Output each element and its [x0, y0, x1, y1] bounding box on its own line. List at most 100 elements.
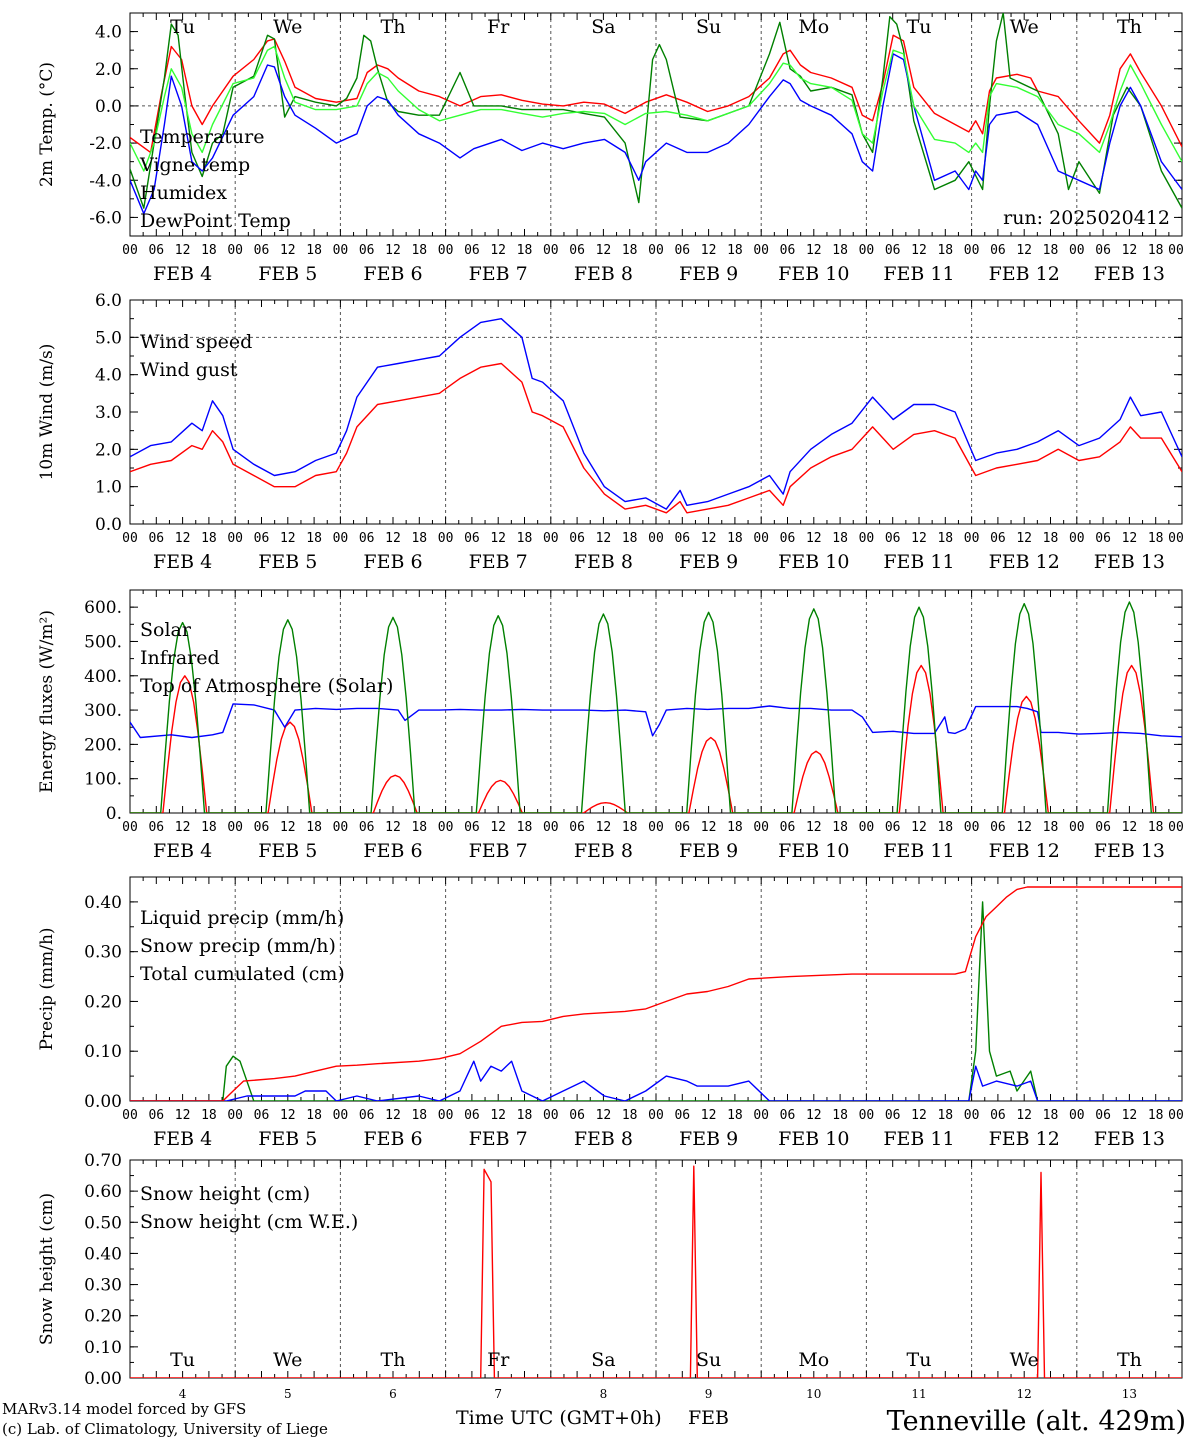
y-tick-label: 200. [84, 735, 122, 755]
hour-tick-label: 00 [438, 243, 454, 258]
day-number: 5 [284, 1387, 292, 1401]
day-name: Sa [591, 1349, 615, 1371]
series-line-snow-precip-mm-h [130, 1060, 1182, 1101]
hour-tick-label: 12 [175, 1108, 191, 1123]
hour-tick-label: 06 [254, 1108, 270, 1123]
hour-tick-label: 06 [148, 820, 164, 835]
y-tick-label: 0.50 [84, 1213, 122, 1233]
hour-tick-label: 00 [1069, 1108, 1085, 1123]
date-label: FEB 5 [258, 840, 317, 862]
y-tick-label: 600. [84, 598, 122, 618]
date-label: FEB 4 [153, 1128, 212, 1150]
date-label: FEB 7 [469, 551, 528, 573]
y-tick-label: -4.0 [89, 171, 122, 191]
day-number: 12 [1017, 1387, 1032, 1401]
hour-tick-label: 00 [543, 243, 559, 258]
legend-entry: DewPoint Temp [140, 210, 291, 232]
hour-tick-label: 06 [885, 1108, 901, 1123]
hour-tick-label: 12 [911, 820, 927, 835]
hour-tick-label: 12 [1122, 531, 1138, 546]
y-tick-label: 2.0 [95, 60, 122, 80]
day-name: Th [1117, 16, 1142, 38]
y-axis-label: 2m Temp. (°C) [37, 62, 57, 187]
hour-tick-label: 06 [254, 243, 270, 258]
hour-tick-label: 12 [280, 243, 296, 258]
hour-tick-label: 00 [122, 1108, 138, 1123]
hour-tick-label: 00 [753, 531, 769, 546]
hour-tick-label: 00 [648, 243, 664, 258]
run-label: run: 2025020412 [1003, 207, 1170, 229]
y-tick-label: 0.10 [84, 1338, 122, 1358]
y-tick-label: 0.20 [84, 992, 122, 1012]
snow-panel: 0.00 0.10 0.20 0.30 0.40 0.50 0.60 0.70 Snow hei… [37, 1151, 1183, 1401]
date-label: FEB 12 [989, 263, 1060, 285]
series-line-wind-gust [130, 318, 1182, 510]
hour-tick-label: 06 [359, 1108, 375, 1123]
hour-tick-label: 06 [990, 820, 1006, 835]
hour-tick-label: 00 [438, 1108, 454, 1123]
date-label: FEB 10 [778, 840, 849, 862]
y-axis-label: Energy fluxes (W/m²) [37, 610, 57, 793]
time-axis-label: Time UTC (GMT+0h) [456, 1407, 662, 1429]
hour-tick-label: 06 [359, 243, 375, 258]
hour-tick-label: 00 [333, 243, 349, 258]
series-line-top-of-atmosphere-solar [130, 601, 1182, 813]
hour-tick-label: 06 [464, 820, 480, 835]
date-label: FEB 13 [1094, 840, 1165, 862]
day-name: Mo [798, 16, 829, 38]
day-number: 9 [705, 1387, 713, 1401]
hour-tick-label: 06 [1095, 1108, 1111, 1123]
day-name: Th [1117, 1349, 1142, 1371]
energy-panel: 0. 100. 200. 300. 400. 500. 600. Energy fluxes … [37, 589, 1184, 862]
hour-tick-label: 12 [175, 531, 191, 546]
legend-entry: Liquid precip (mm/h) [140, 907, 344, 929]
hour-tick-label: 12 [1122, 243, 1138, 258]
y-tick-label: 0.70 [84, 1151, 122, 1171]
y-tick-label: 0.40 [84, 1244, 122, 1264]
day-name: Fr [487, 1349, 510, 1371]
hour-tick-label: 06 [1095, 243, 1111, 258]
hour-tick-label: 06 [148, 531, 164, 546]
hour-tick-label: 06 [780, 531, 796, 546]
date-label: FEB 4 [153, 551, 212, 573]
date-label: FEB 11 [883, 1128, 954, 1150]
hour-tick-label: 18 [937, 531, 953, 546]
legend-entry: Snow height (cm) [140, 1183, 310, 1205]
hour-tick-label: 00 [438, 531, 454, 546]
hour-tick-label: 06 [569, 1108, 585, 1123]
hour-tick-label: 18 [517, 1108, 533, 1123]
hour-tick-label: 18 [201, 1108, 217, 1123]
hour-tick-label: 12 [701, 820, 717, 835]
hour-tick-label: 12 [175, 820, 191, 835]
day-number: 6 [389, 1387, 397, 1401]
hour-tick-label: 12 [911, 243, 927, 258]
plot-frame [129, 12, 1183, 237]
day-name: Tu [907, 1349, 932, 1371]
series-line-humidex [130, 53, 1182, 215]
y-tick-label: 1.0 [95, 478, 122, 498]
hour-tick-label: 12 [1016, 243, 1032, 258]
hour-tick-label: 18 [306, 243, 322, 258]
date-label: FEB 8 [574, 551, 633, 573]
station-label: Tenneville (alt. 429m) [887, 1406, 1186, 1437]
hour-tick-label: 06 [254, 531, 270, 546]
hour-tick-label: 18 [622, 820, 638, 835]
hour-tick-label: 18 [1043, 820, 1059, 835]
legend-entry: Wind speed [140, 331, 252, 353]
hour-tick-label: 06 [464, 243, 480, 258]
date-label: FEB 11 [883, 263, 954, 285]
date-label: FEB 9 [679, 551, 738, 573]
hour-tick-label: 18 [517, 243, 533, 258]
date-label: FEB 6 [363, 840, 422, 862]
hour-tick-label: 18 [1148, 243, 1164, 258]
hour-tick-label: 06 [674, 820, 690, 835]
y-tick-label: 400. [84, 667, 122, 687]
hour-tick-label: 12 [806, 243, 822, 258]
day-name: We [273, 1349, 302, 1371]
day-name: Su [696, 1349, 721, 1371]
y-tick-label: 4.0 [95, 23, 122, 43]
legend-entry: Temperature [140, 126, 264, 148]
day-name: Th [381, 1349, 406, 1371]
hour-tick-label: 06 [254, 820, 270, 835]
date-label: FEB 12 [989, 1128, 1060, 1150]
